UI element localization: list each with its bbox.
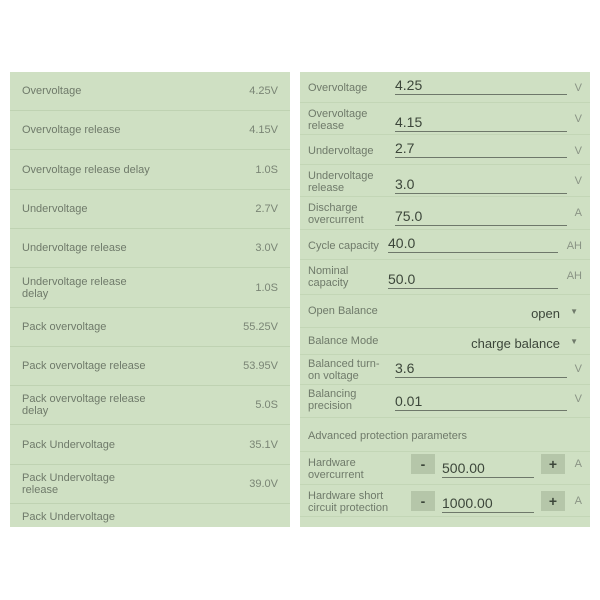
setting-input[interactable]: 40.0 bbox=[388, 233, 558, 253]
chevron-down-icon[interactable]: ▼ bbox=[570, 337, 578, 346]
setting-label: Balancing precision bbox=[308, 388, 357, 412]
chevron-down-icon[interactable]: ▼ bbox=[570, 307, 578, 316]
list-item-label: Undervoltage bbox=[22, 202, 88, 215]
list-item-label: Pack overvoltage release delay bbox=[22, 393, 146, 418]
setting-label: Undervoltage bbox=[308, 145, 374, 157]
unit-label: A bbox=[574, 207, 582, 219]
setting-input[interactable]: 4.15 bbox=[395, 112, 567, 132]
list-item-label: Undervoltage release delay bbox=[22, 275, 127, 300]
setting-label: Balanced turn-on voltage bbox=[308, 358, 380, 382]
list-item-value: 2.7V bbox=[255, 202, 278, 215]
select-value[interactable]: charge balance bbox=[471, 336, 560, 351]
unit-label: AH bbox=[566, 270, 582, 282]
setting-input[interactable]: 3.6 bbox=[395, 358, 567, 378]
list-item-label: Pack Undervoltage release bbox=[22, 472, 115, 496]
list-item[interactable]: Overvoltage release delay 1.0S bbox=[10, 151, 290, 190]
stepper-input[interactable]: 1000.00 bbox=[442, 493, 534, 513]
unit-label: V bbox=[574, 175, 582, 187]
list-item-value: 55.25V bbox=[243, 320, 278, 333]
list-item-value: 1.0S bbox=[255, 281, 278, 294]
setting-input[interactable]: 50.0 bbox=[388, 269, 558, 289]
unit-label: V bbox=[574, 363, 582, 375]
stepper-row: Hardware short circuit protection -1000.0… bbox=[300, 485, 590, 517]
advanced-section-header: Advanced protection parameters bbox=[300, 418, 590, 452]
list-item-label: Pack Undervoltage bbox=[22, 511, 115, 524]
list-item-label: Pack Undervoltage bbox=[22, 438, 115, 451]
balance-mode-select[interactable]: Balance Mode charge balance ▼ bbox=[300, 328, 590, 355]
list-item-label: Undervoltage release bbox=[22, 242, 127, 255]
setting-label: Nominal capacity bbox=[308, 265, 349, 289]
unit-label: V bbox=[574, 393, 582, 405]
select-label: Open Balance bbox=[308, 305, 378, 317]
list-item-value: 3.0V bbox=[255, 242, 278, 255]
open-balance-select[interactable]: Open Balance open ▼ bbox=[300, 295, 590, 328]
list-item-label: Overvoltage release bbox=[22, 124, 121, 137]
select-value[interactable]: open bbox=[531, 306, 560, 321]
stepper-label: Hardware overcurrent bbox=[308, 457, 364, 481]
unit-label: V bbox=[574, 145, 582, 157]
setting-row: Balanced turn-on voltage 3.6 V bbox=[300, 355, 590, 385]
unit-label: A bbox=[574, 495, 582, 507]
setting-label: Undervoltage release bbox=[308, 170, 374, 194]
list-item-value: 1.0S bbox=[255, 163, 278, 176]
setting-row: Undervoltage 2.7 V bbox=[300, 135, 590, 165]
setting-row: Cycle capacity 40.0 AH bbox=[300, 230, 590, 260]
list-item[interactable]: Undervoltage release delay 1.0S bbox=[10, 269, 290, 308]
list-item[interactable]: Pack Undervoltage bbox=[10, 504, 290, 527]
decrement-button[interactable]: - bbox=[411, 454, 435, 474]
list-item[interactable]: Overvoltage release 4.15V bbox=[10, 111, 290, 151]
list-item-label: Overvoltage release delay bbox=[22, 163, 150, 176]
list-item-value: 4.25V bbox=[249, 85, 278, 97]
setting-row: Discharge overcurrent 75.0 A bbox=[300, 197, 590, 230]
select-label: Balance Mode bbox=[308, 335, 379, 347]
increment-button[interactable]: + bbox=[541, 454, 565, 474]
list-item[interactable]: Pack Undervoltage 35.1V bbox=[10, 426, 290, 465]
list-item[interactable]: Pack overvoltage 55.25V bbox=[10, 308, 290, 347]
list-item[interactable]: Undervoltage 2.7V bbox=[10, 190, 290, 229]
unit-label: V bbox=[574, 113, 582, 125]
list-item-label: Pack overvoltage release bbox=[22, 360, 146, 373]
setting-label: Overvoltage bbox=[308, 82, 368, 94]
setting-input[interactable]: 4.25 bbox=[395, 75, 567, 95]
increment-button[interactable]: + bbox=[541, 491, 565, 511]
setting-input[interactable]: 75.0 bbox=[395, 206, 567, 226]
unit-label: V bbox=[574, 82, 582, 94]
section-title: Advanced protection parameters bbox=[308, 430, 467, 442]
setting-label: Cycle capacity bbox=[308, 240, 379, 252]
unit-label: AH bbox=[566, 240, 582, 252]
list-item[interactable]: Pack overvoltage release 53.95V bbox=[10, 347, 290, 387]
stepper-label: Hardware short circuit protection bbox=[308, 490, 389, 514]
setting-label: Discharge overcurrent bbox=[308, 202, 364, 226]
list-item[interactable]: Overvoltage 4.25V bbox=[10, 72, 290, 111]
unit-label: A bbox=[574, 458, 582, 470]
setting-row: Balancing precision 0.01 V bbox=[300, 385, 590, 418]
setting-input[interactable]: 0.01 bbox=[395, 391, 567, 411]
setting-row: Overvoltage release 4.15 V bbox=[300, 103, 590, 135]
list-item-value: 5.0S bbox=[255, 399, 278, 412]
list-item-label: Pack overvoltage bbox=[22, 320, 107, 333]
list-item-value: 4.15V bbox=[249, 124, 278, 137]
setting-row: Undervoltage release 3.0 V bbox=[300, 165, 590, 197]
list-item-label: Overvoltage bbox=[22, 85, 82, 97]
setting-input[interactable]: 2.7 bbox=[395, 138, 567, 158]
decrement-button[interactable]: - bbox=[411, 491, 435, 511]
setting-row: Overvoltage 4.25 V bbox=[300, 72, 590, 103]
setting-label: Overvoltage release bbox=[308, 108, 368, 132]
stepper-input[interactable]: 500.00 bbox=[442, 458, 534, 478]
list-item[interactable]: Pack Undervoltage release 39.0V bbox=[10, 465, 290, 504]
list-item-value: 53.95V bbox=[243, 360, 278, 373]
stepper-row: Hardware overcurrent -500.00 + A bbox=[300, 452, 590, 485]
setting-input[interactable]: 3.0 bbox=[395, 174, 567, 194]
list-item-value: 35.1V bbox=[249, 438, 278, 451]
list-item[interactable]: Pack overvoltage release delay 5.0S bbox=[10, 386, 290, 426]
protection-summary-list: Overvoltage 4.25V Overvoltage release 4.15V… bbox=[10, 72, 290, 527]
setting-row: Nominal capacity 50.0 AH bbox=[300, 260, 590, 295]
protection-settings-form: Overvoltage 4.25 V Overvoltage release 4.15 V… bbox=[300, 72, 590, 527]
list-item-value: 39.0V bbox=[249, 478, 278, 490]
list-item[interactable]: Undervoltage release 3.0V bbox=[10, 229, 290, 269]
